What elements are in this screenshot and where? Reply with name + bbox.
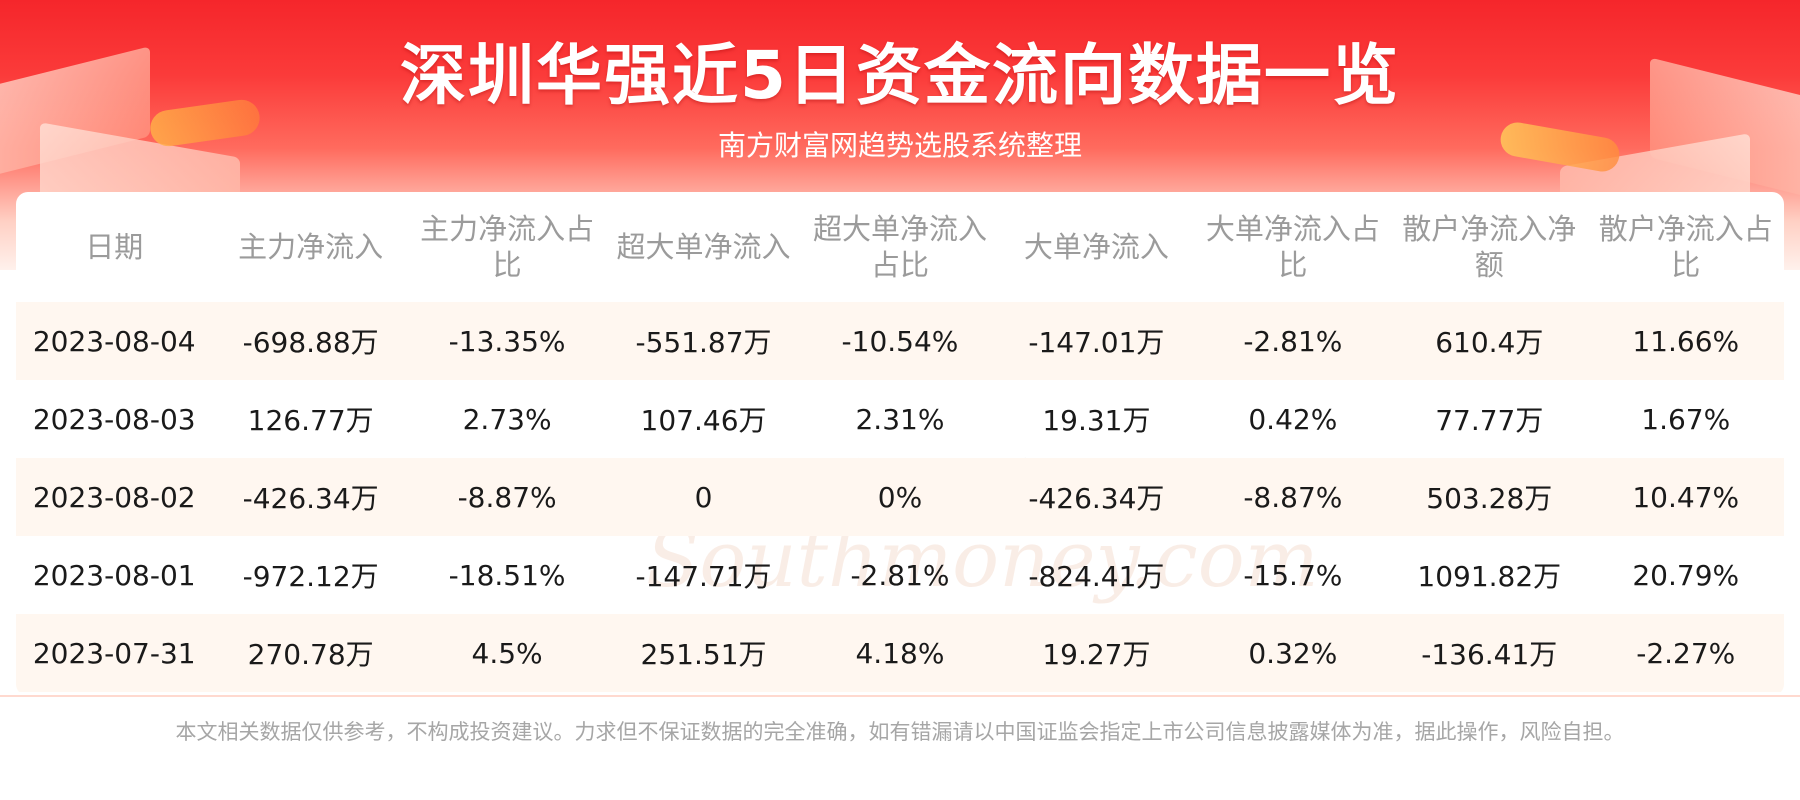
column-header-large-inflow: 大单净流入 — [1023, 230, 1169, 264]
cell-large-inflow: 19.31万 — [1042, 404, 1151, 437]
cell-super-large-ratio: 0% — [801, 458, 999, 536]
cell-retail-net: 77.77万 — [1435, 404, 1544, 437]
column-header-retail-net: 散户净流入净额 — [1402, 212, 1577, 282]
cell-main-inflow: -426.34万 — [212, 458, 409, 536]
cell-date: 2023-08-02 — [16, 458, 213, 536]
cell-super-large-inflow: 107.46万 — [640, 404, 767, 437]
column-header-super-large-inflow: 超大单净流入 — [616, 230, 791, 264]
column-header-main-ratio: 主力净流入占比 — [420, 212, 595, 282]
cell-super-large-inflow: 251.51万 — [605, 614, 802, 692]
cell-retail-net: 1091.82万 — [1417, 560, 1562, 593]
cell-retail-ratio: 1.67% — [1641, 402, 1731, 436]
cell-main-inflow: 270.78万 — [212, 614, 409, 692]
cell-large-inflow: -147.01万 — [998, 302, 1195, 380]
cell-main-ratio: -8.87% — [408, 458, 606, 536]
cell-date: 2023-08-03 — [32, 402, 196, 436]
table-row: 2023-07-31 270.78万 4.5% 251.51万 4.18% 19… — [16, 614, 1784, 692]
cell-retail-net: 503.28万 — [1391, 458, 1588, 536]
cell-large-inflow: 19.27万 — [998, 614, 1195, 692]
cell-large-ratio: 0.32% — [1194, 614, 1392, 692]
cell-super-large-ratio: 2.31% — [855, 402, 945, 436]
cell-large-ratio: 0.42% — [1248, 402, 1338, 436]
cell-large-ratio: -8.87% — [1194, 458, 1392, 536]
cell-main-ratio: -18.51% — [448, 558, 566, 592]
column-header-large-ratio: 大单净流入占比 — [1205, 212, 1380, 282]
table-row: 2023-08-03 126.77万 2.73% 107.46万 2.31% 1… — [16, 380, 1784, 458]
cell-retail-net: 610.4万 — [1391, 302, 1588, 380]
cell-super-large-inflow: -147.71万 — [635, 560, 772, 593]
cell-main-ratio: 2.73% — [462, 402, 552, 436]
cell-super-large-ratio: -2.81% — [850, 558, 950, 592]
cell-main-inflow: 126.77万 — [247, 404, 374, 437]
table-header-row: 日期 主力净流入 主力净流入占比 超大单净流入 超大单净流入占比 大单净流入 大… — [16, 192, 1784, 302]
cell-main-inflow: -698.88万 — [212, 302, 409, 380]
cell-retail-ratio: 20.79% — [1632, 558, 1740, 592]
page-subtitle: 南方财富网趋势选股系统整理 — [717, 129, 1082, 162]
column-header-super-large-ratio: 超大单净流入占比 — [812, 212, 987, 282]
cell-retail-ratio: -2.27% — [1587, 614, 1784, 692]
cell-retail-ratio: 10.47% — [1587, 458, 1784, 536]
cell-super-large-ratio: 4.18% — [801, 614, 999, 692]
table-row: 2023-08-01 -972.12万 -18.51% -147.71万 -2.… — [16, 536, 1784, 614]
cell-date: 2023-08-01 — [32, 558, 196, 592]
footer-divider — [0, 695, 1800, 697]
disclaimer-text: 本文相关数据仅供参考，不构成投资建议。力求但不保证数据的完全准确，如有错漏请以中… — [175, 720, 1625, 744]
column-header-retail-ratio: 散户净流入占比 — [1598, 212, 1773, 282]
cell-retail-ratio: 11.66% — [1587, 302, 1784, 380]
cell-main-inflow: -972.12万 — [242, 560, 379, 593]
cell-retail-net: -136.41万 — [1391, 614, 1588, 692]
table-row: 2023-08-02 -426.34万 -8.87% 0 0% -426.34万… — [16, 458, 1784, 536]
cell-large-ratio: -15.7% — [1243, 558, 1343, 592]
cell-super-large-inflow: -551.87万 — [605, 302, 802, 380]
cell-super-large-ratio: -10.54% — [801, 302, 999, 380]
cell-large-inflow: -426.34万 — [998, 458, 1195, 536]
page-title: 深圳华强近5日资金流向数据一览 — [400, 37, 1400, 114]
cell-large-ratio: -2.81% — [1194, 302, 1392, 380]
cell-large-inflow: -824.41万 — [1028, 560, 1165, 593]
cell-date: 2023-08-04 — [16, 302, 213, 380]
cell-main-ratio: -13.35% — [408, 302, 606, 380]
fund-flow-table: 日期 主力净流入 主力净流入占比 超大单净流入 超大单净流入占比 大单净流入 大… — [16, 192, 1784, 692]
cell-super-large-inflow: 0 — [605, 458, 802, 536]
column-header-main-inflow: 主力净流入 — [238, 230, 384, 264]
table-row: 2023-08-04 -698.88万 -13.35% -551.87万 -10… — [16, 302, 1784, 380]
cell-main-ratio: 4.5% — [408, 614, 606, 692]
data-table-card: 南方财富网 Southmoney.com 日期 主力净流入 主力净流入占比 超大… — [16, 192, 1784, 696]
cell-date: 2023-07-31 — [16, 614, 213, 692]
column-header-date: 日期 — [85, 230, 144, 264]
